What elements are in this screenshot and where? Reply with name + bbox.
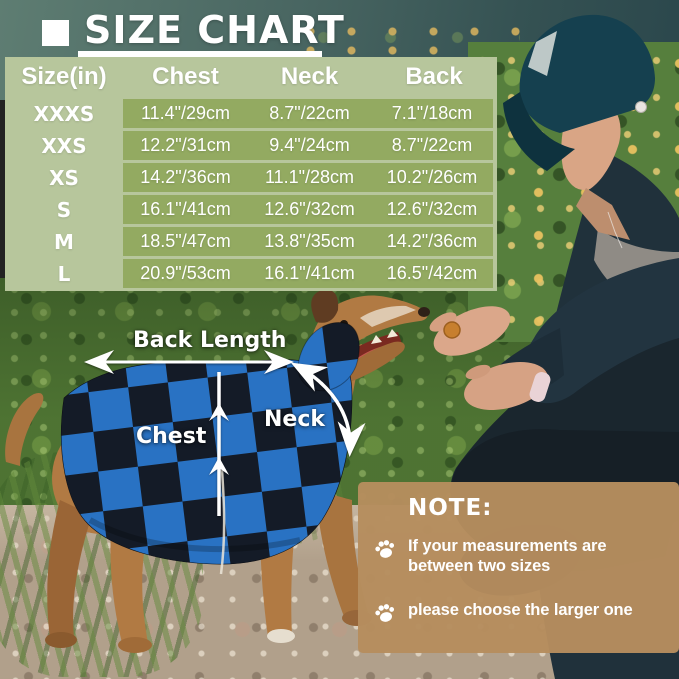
table-row: XS 14.2"/36cm 11.1"/28cm 10.2"/26cm (5, 163, 497, 192)
size-label: XXXS (33, 101, 95, 126)
chest-label: Chest (136, 424, 207, 449)
table-body: XXXS 11.4"/29cm 8.7"/22cm 7.1"/18cm XXS … (5, 97, 497, 288)
back-value: 16.5"/42cm (386, 263, 478, 283)
dog-treat (443, 321, 461, 339)
row-measurements: 20.9"/53cm 16.1"/41cm 16.5"/42cm (123, 259, 493, 288)
chest-value: 20.9"/53cm (140, 263, 231, 283)
size-label: XXS (41, 133, 87, 158)
neck-arrow (290, 362, 366, 457)
woman-hands-feeding (429, 306, 551, 410)
neck-value: 16.1"/41cm (264, 263, 355, 283)
neck-value: 12.6"/32cm (264, 199, 355, 219)
chest-value: 16.1"/41cm (140, 199, 231, 219)
paw-icon (375, 540, 395, 558)
dog-ear (311, 289, 339, 323)
dog-tail (5, 392, 44, 466)
page-title: SIZE CHART (84, 8, 345, 52)
neck-value: 9.4"/24cm (269, 135, 350, 155)
table-row: M 18.5"/47cm 13.8"/35cm 14.2"/36cm (5, 227, 497, 256)
leash-cord (219, 469, 226, 575)
note-heading: NOTE: (408, 495, 493, 521)
size-label: S (56, 197, 72, 222)
row-measurements: 11.4"/29cm 8.7"/22cm 7.1"/18cm (123, 99, 493, 128)
back-value: 8.7"/22cm (391, 135, 473, 155)
neck-label: Neck (264, 407, 326, 432)
dog-nose (418, 307, 430, 317)
back-length-label: Back Length (133, 328, 287, 353)
chest-value: 18.5"/47cm (140, 231, 231, 251)
earring (635, 101, 647, 113)
wrist-watch (529, 372, 551, 402)
col-header-size: Size(in) (21, 63, 107, 90)
back-value: 10.2"/26cm (386, 167, 478, 187)
back-value: 7.1"/18cm (391, 103, 473, 123)
table-row: S 16.1"/41cm 12.6"/32cm 12.6"/32cm (5, 195, 497, 224)
table-header-row: Size(in) Chest Neck Back (5, 57, 497, 97)
back-value: 12.6"/32cm (386, 199, 478, 219)
chest-value: 11.4"/29cm (140, 103, 231, 123)
row-measurements: 12.2"/31cm 9.4"/24cm 8.7"/22cm (123, 131, 493, 160)
neck-value: 13.8"/35cm (264, 231, 355, 251)
chest-value: 14.2"/36cm (140, 167, 231, 187)
chest-value: 12.2"/31cm (140, 135, 231, 155)
row-measurements: 16.1"/41cm 12.6"/32cm 12.6"/32cm (123, 195, 493, 224)
size-label: L (57, 261, 71, 286)
paw-icon (375, 603, 395, 622)
note-box: NOTE: If your measurements are between t… (358, 482, 679, 653)
note-text: If your measurements are between two siz… (408, 537, 607, 575)
chest-arrow (209, 372, 229, 516)
neck-value: 8.7"/22cm (269, 103, 350, 123)
square-bullet-icon (42, 20, 69, 46)
note-item: please choose the larger one (372, 601, 669, 624)
size-table: Size(in) Chest Neck Back XXXS 11.4"/29cm… (5, 57, 497, 291)
col-header-chest: Chest (152, 63, 219, 90)
table-row: XXXS 11.4"/29cm 8.7"/22cm 7.1"/18cm (5, 99, 497, 128)
row-measurements: 18.5"/47cm 13.8"/35cm 14.2"/36cm (123, 227, 493, 256)
col-header-back: Back (405, 63, 463, 90)
title-underline (78, 51, 322, 57)
neck-value: 11.1"/28cm (264, 167, 355, 187)
table-row: L 20.9"/53cm 16.1"/41cm 16.5"/42cm (5, 259, 497, 288)
note-item: If your measurements are between two siz… (372, 537, 669, 577)
col-header-neck: Neck (280, 63, 339, 90)
row-measurements: 14.2"/36cm 11.1"/28cm 10.2"/26cm (123, 163, 493, 192)
note-text: please choose the larger one (408, 600, 633, 619)
size-label: XS (49, 165, 79, 190)
table-row: XXS 12.2"/31cm 9.4"/24cm 8.7"/22cm (5, 131, 497, 160)
size-label: M (54, 229, 74, 254)
back-value: 14.2"/36cm (386, 231, 478, 251)
